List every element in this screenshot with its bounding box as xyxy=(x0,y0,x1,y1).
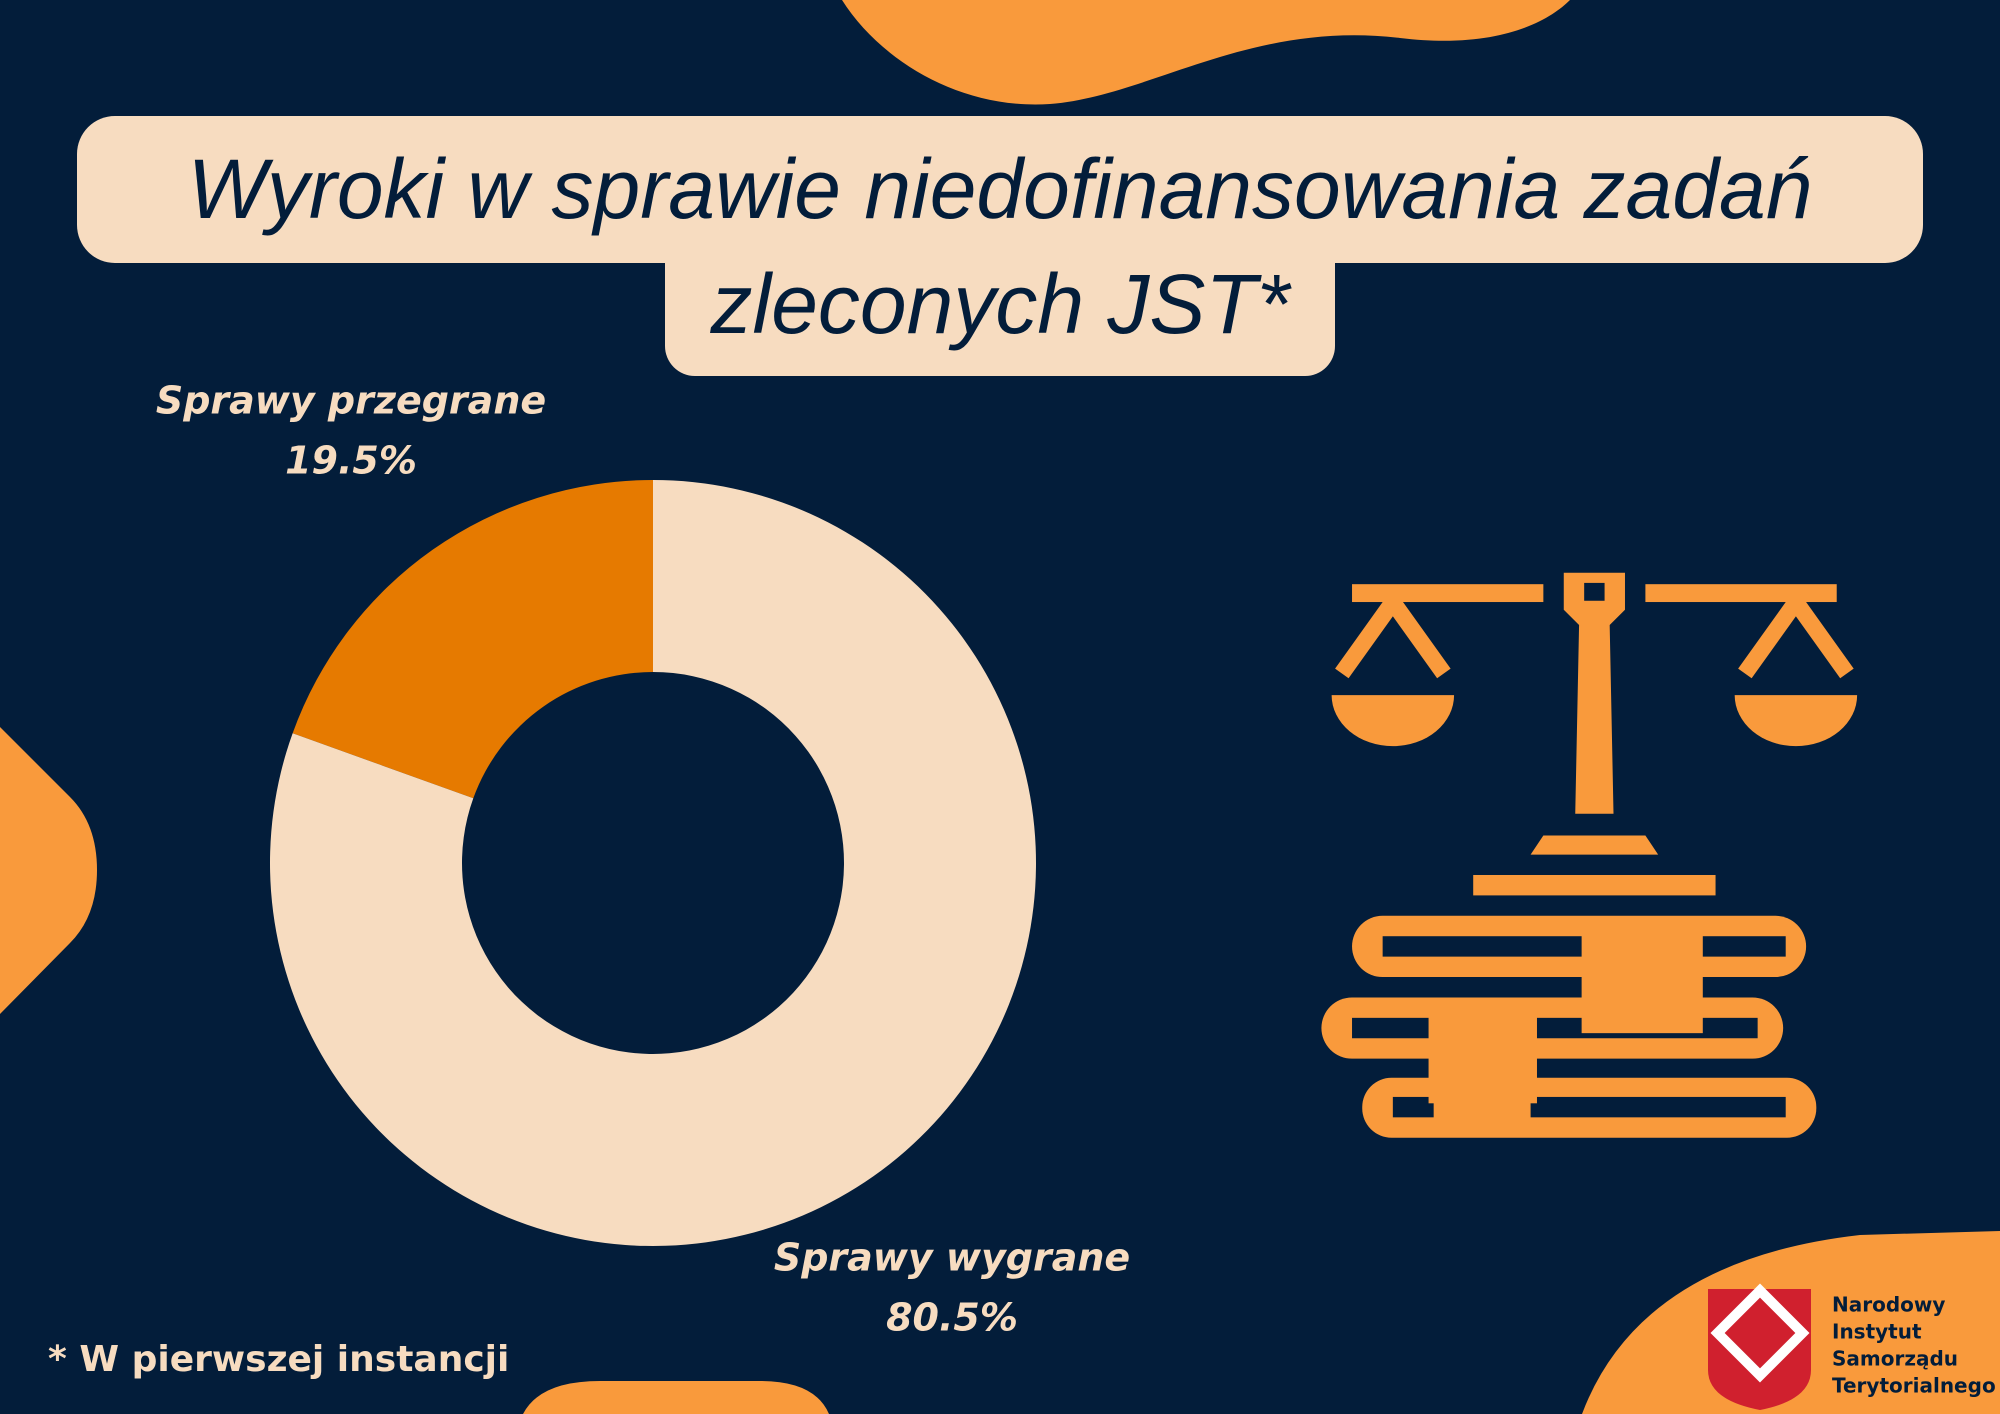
decoration xyxy=(523,1381,829,1414)
donut-segment xyxy=(270,480,1036,1246)
title-box xyxy=(77,116,1923,263)
value-label: 80.5% xyxy=(886,1296,1018,1340)
logo-line: Terytorialnego xyxy=(1832,1374,1996,1398)
chart-title: Wyroki w sprawie niedofinansowania zadań… xyxy=(187,142,1813,351)
footnote: * W pierwszej instancji xyxy=(48,1339,509,1380)
decoration xyxy=(842,0,1570,105)
logo-shield xyxy=(1708,1289,1811,1410)
donut-segment xyxy=(292,480,653,799)
logo-mark xyxy=(1710,1283,1810,1383)
category-label: Sprawy przegrane xyxy=(156,379,546,423)
scales-icon xyxy=(1321,572,1858,1138)
logo-line: Narodowy xyxy=(1832,1293,1945,1317)
logo-text: Narodowy Instytut Samorządu Terytorialnego xyxy=(1832,1293,1996,1398)
category-label: Sprawy wygrane xyxy=(774,1236,1130,1280)
value-label: 19.5% xyxy=(285,439,417,483)
logo-line: Samorządu xyxy=(1832,1347,1958,1371)
decoration xyxy=(0,727,97,1014)
title-box xyxy=(665,230,1335,376)
logo-line: Instytut xyxy=(1832,1320,1922,1344)
